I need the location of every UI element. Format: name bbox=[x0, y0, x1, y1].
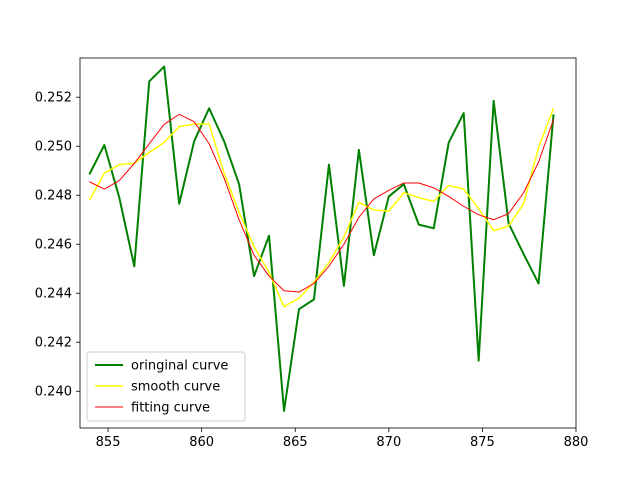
y-axis: 0.240 0.242 0.244 0.246 0.248 0.250 0.252 bbox=[35, 91, 80, 400]
x-axis: 855 860 865 870 875 880 bbox=[96, 428, 589, 450]
legend-label-original: oringinal curve bbox=[131, 359, 228, 374]
x-tick-label: 880 bbox=[564, 435, 589, 450]
y-tick-label: 0.250 bbox=[35, 140, 72, 155]
series-line-fitting-curve bbox=[89, 113, 555, 293]
series-layer bbox=[88, 65, 555, 412]
legend-label-fitting: fitting curve bbox=[131, 401, 210, 416]
legend-label-smooth: smooth curve bbox=[131, 380, 220, 395]
axes-frame-border bbox=[79, 57, 577, 429]
series-line-smooth-curve bbox=[88, 107, 555, 308]
x-tick-label: 865 bbox=[283, 435, 308, 450]
x-tick-label: 855 bbox=[96, 435, 121, 450]
x-tick-label: 860 bbox=[189, 435, 214, 450]
y-tick-label: 0.240 bbox=[35, 385, 72, 400]
y-tick-label: 0.252 bbox=[35, 91, 72, 106]
y-tick-label: 0.244 bbox=[35, 287, 72, 302]
legend-box bbox=[86, 351, 246, 422]
y-tick-label: 0.248 bbox=[35, 189, 72, 204]
y-tick-label: 0.242 bbox=[35, 336, 72, 351]
series-line-oringinal-curve bbox=[88, 65, 555, 412]
axes-frame bbox=[79, 57, 577, 429]
y-tick-label: 0.246 bbox=[35, 238, 72, 253]
x-tick-label: 875 bbox=[470, 435, 495, 450]
legend: oringinal curve smooth curve fitting cur… bbox=[86, 351, 246, 422]
x-tick-label: 870 bbox=[376, 435, 401, 450]
